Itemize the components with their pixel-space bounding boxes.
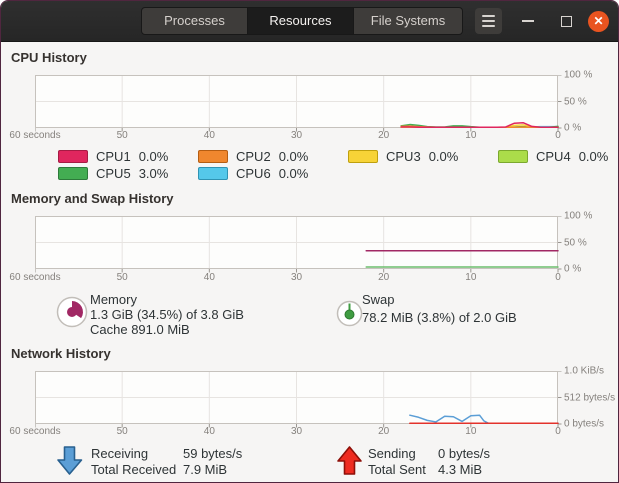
network-x-axis: 60 seconds 50 40 30 20 10 0 [9,426,561,438]
cpu-legend-value: 0.0% [278,148,309,164]
sending-info: Sending 0 bytes/s Total Sent 4.3 MiB [368,446,490,478]
swap-label: Swap [362,292,395,307]
x-tick-label: 40 [203,426,215,437]
cpu-color-swatch[interactable] [348,149,378,163]
cpu-color-swatch[interactable] [498,149,528,163]
swap-usage: 78.2 MiB (3.8%) of 2.0 GiB [362,310,517,325]
cpu-legend-name: CPU1 [96,148,131,164]
x-tick-label: 60 seconds [9,130,61,141]
cpu-history-chart [35,75,562,132]
cpu-legend-item: CPU2 0.0% [198,148,309,164]
cpu-legend-value: 3.0% [138,165,169,181]
hamburger-icon [482,15,495,17]
y-tick-label: 50 % [564,96,587,107]
sending-arrow-icon [337,446,362,475]
cpu-history-title: CPU History [11,50,87,65]
y-tick-label: 100 % [564,210,593,222]
cpu-legend-value: 0.0% [278,165,309,181]
cpu-legend-item: CPU1 0.0% [58,148,169,164]
memory-cache: Cache 891.0 MiB [90,322,190,337]
titlebar: Processes Resources File Systems ✕ [1,1,618,42]
x-tick-label: 30 [290,272,303,283]
x-tick-label: 20 [378,426,390,437]
cpu-legend-item: CPU6 0.0% [198,165,309,181]
cpu-legend-item: CPU3 0.0% [348,148,459,164]
x-tick-label: 10 [465,272,477,283]
minimize-button[interactable] [522,20,534,22]
cpu-legend-value: 0.0% [138,148,169,164]
network-history-title: Network History [11,346,111,361]
x-tick-label: 10 [465,130,477,141]
x-tick-label: 10 [465,426,477,437]
memory-usage: 1.3 GiB (34.5%) of 3.8 GiB [90,307,244,322]
y-tick-label: 0 % [564,263,582,275]
close-button[interactable]: ✕ [588,11,609,32]
receiving-label: Receiving [91,446,149,461]
cpu-legend-name: CPU4 [536,148,571,164]
network-history-chart [35,371,562,428]
x-tick-label: 40 [203,272,215,283]
tab-file-systems[interactable]: File Systems [353,7,463,35]
cpu-legend-name: CPU2 [236,148,271,164]
tab-processes[interactable]: Processes [141,7,248,35]
receiving-info: Receiving 59 bytes/s Total Received 7.9 … [91,446,242,478]
x-tick-label: 0 [555,426,561,437]
x-tick-label: 50 [116,426,128,437]
cpu-color-swatch[interactable] [58,149,88,163]
sending-rate: 0 bytes/s [438,446,491,461]
memory-label: Memory [90,292,137,307]
cpu-color-swatch[interactable] [198,149,228,163]
receiving-arrow-icon [57,446,83,475]
sending-label: Sending [368,446,416,461]
total-sent-label: Total Sent [368,462,426,477]
swap-pie-icon [336,300,363,332]
memory-pie-icon [56,296,88,333]
memory-info: Memory 1.3 GiB (34.5%) of 3.8 GiB Cache … [90,292,244,337]
y-tick-label: 0 % [564,122,582,134]
view-switcher: Processes Resources File Systems [141,7,463,35]
cpu-legend-value: 0.0% [578,148,609,164]
x-tick-label: 60 seconds [9,426,61,437]
x-tick-label: 30 [290,426,303,437]
y-tick-label: 0 bytes/s [564,418,605,430]
total-received-value: 7.9 MiB [183,462,228,477]
memory-history-chart [35,216,562,273]
cpu-x-axis: 60 seconds 50 40 30 20 10 0 [9,130,561,142]
receiving-rate: 59 bytes/s [183,446,243,461]
swap-info: Swap 78.2 MiB (3.8%) of 2.0 GiB [362,292,517,325]
x-tick-label: 60 seconds [9,272,61,283]
cpu-y-axis: 100 % 50 % 0 % [564,70,618,134]
total-sent-value: 4.3 MiB [438,462,483,477]
cpu-legend-item: CPU5 3.0% [58,165,169,181]
cpu-legend-value: 0.0% [428,148,459,164]
memory-x-axis: 60 seconds 50 40 30 20 10 0 [9,272,561,284]
y-tick-label: 100 % [564,69,593,81]
x-tick-label: 0 [555,130,561,141]
y-tick-label: 1.0 KiB/s [564,365,605,377]
cpu-legend-name: CPU3 [386,148,421,164]
cpu-legend-name: CPU6 [236,165,271,181]
hamburger-menu-button[interactable] [475,8,502,34]
cpu-color-swatch[interactable] [198,166,228,180]
maximize-button[interactable] [561,16,572,27]
memory-y-axis: 100 % 50 % 0 % [564,211,618,275]
x-tick-label: 50 [116,272,128,283]
total-received-label: Total Received [91,462,177,477]
cpu-legend-name: CPU5 [96,165,131,181]
cpu-legend-item: CPU4 0.0% [498,148,609,164]
tab-resources[interactable]: Resources [247,7,354,35]
x-tick-label: 50 [116,130,128,141]
cpu-color-swatch[interactable] [58,166,88,180]
x-tick-label: 20 [378,272,390,283]
memory-history-title: Memory and Swap History [11,191,174,206]
x-tick-label: 30 [290,130,303,141]
x-tick-label: 40 [203,130,215,141]
network-y-axis: 1.0 KiB/s 512 bytes/s 0 bytes/s [564,366,618,430]
x-tick-label: 20 [378,130,390,141]
y-tick-label: 50 % [564,237,587,248]
y-tick-label: 512 bytes/s [564,392,616,403]
x-tick-label: 0 [555,272,561,283]
